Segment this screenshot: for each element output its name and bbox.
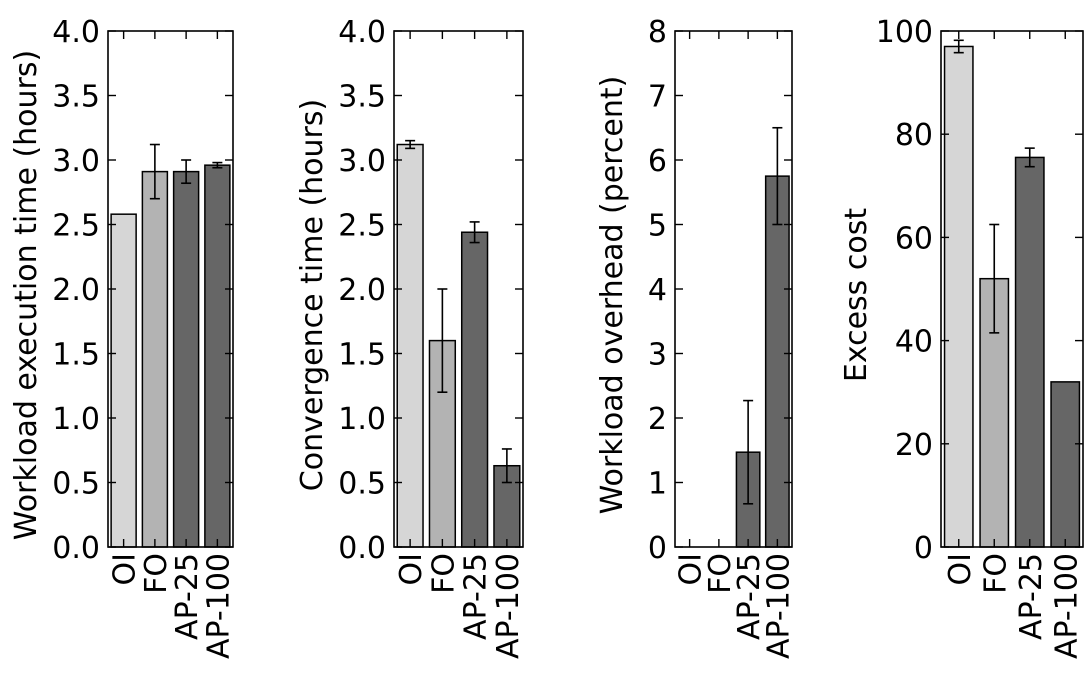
- x-tick-label-fo: FO: [139, 553, 174, 594]
- bar-ap-100: [204, 164, 231, 548]
- bar-fo: [141, 170, 169, 548]
- y-tick-label: 2: [648, 402, 667, 437]
- x-tick-label-oi: OI: [108, 553, 143, 585]
- bar-oi: [110, 213, 137, 548]
- x-tick-label-oi: OI: [674, 553, 709, 585]
- x-tick-label-ap-100: AP-100: [761, 553, 796, 659]
- y-tick-label: 7: [648, 80, 667, 115]
- y-tick-label: 8: [648, 15, 667, 50]
- x-tick-label-ap-25: AP-25: [170, 553, 205, 640]
- y-tick-label: 4: [648, 273, 667, 308]
- bar-ap-25: [1014, 156, 1045, 548]
- y-tick-label: 0: [914, 531, 933, 566]
- y-tick-label: 40: [895, 325, 933, 360]
- y-tick-label: 0.0: [52, 531, 100, 566]
- y-tick-label: 20: [895, 428, 933, 463]
- x-tick-label-oi: OI: [943, 553, 978, 585]
- y-tick-label: 1.0: [338, 402, 386, 437]
- y-tick-label: 60: [895, 221, 933, 256]
- y-tick-label: 5: [648, 209, 667, 244]
- x-tick-label-ap-100: AP-100: [491, 553, 526, 659]
- y-tick-label: 0.5: [338, 467, 386, 502]
- chart-panel-2: 0.0 0.5 1.0 1.5 2.0 2.5 3.0 3.5 4.0 OIFOAP-25AP-1…: [295, 15, 526, 659]
- chart-panel-1: 0.0 0.5 1.0 1.5 2.0 2.5 3.0 3.5 4.0 OIFOAP-25AP-1…: [9, 15, 236, 659]
- x-tick-label-ap-25: AP-25: [1014, 553, 1049, 640]
- y-axis-label: Workload execution time (hours): [9, 50, 44, 540]
- y-axis-label: Convergence time (hours): [295, 99, 330, 491]
- y-tick-label: 0: [648, 531, 667, 566]
- bar-oi: [943, 45, 974, 548]
- y-tick-label: 3.5: [338, 80, 386, 115]
- y-tick-label: 3: [648, 338, 667, 373]
- bar-ap-25: [172, 170, 200, 548]
- y-tick-label: 1.0: [52, 402, 100, 437]
- bar-ap-100: [1050, 381, 1081, 548]
- y-tick-label: 2.5: [52, 209, 100, 244]
- y-tick-label: 1.5: [52, 338, 100, 373]
- y-tick-label: 0.5: [52, 467, 100, 502]
- x-tick-label-ap-25: AP-25: [459, 553, 494, 640]
- y-axis-label: Workload overhead (percent): [595, 76, 630, 515]
- bar-ap-25: [460, 231, 489, 548]
- x-tick-label-fo: FO: [703, 553, 738, 594]
- y-tick-label: 2.0: [338, 273, 386, 308]
- y-tick-label: 0.0: [338, 531, 386, 566]
- x-tick-label-oi: OI: [394, 553, 429, 585]
- y-tick-label: 3.5: [52, 80, 100, 115]
- y-tick-label: 4.0: [338, 15, 386, 50]
- x-tick-label-fo: FO: [978, 553, 1013, 594]
- y-tick-label: 1.5: [338, 338, 386, 373]
- y-tick-label: 3.0: [338, 144, 386, 179]
- bar-ap-100: [764, 175, 790, 548]
- bar-oi: [396, 143, 424, 548]
- plot-frame: [940, 30, 1084, 548]
- y-tick-label: 4.0: [52, 15, 100, 50]
- y-tick-label: 100: [876, 15, 933, 50]
- y-tick-label: 6: [648, 144, 667, 179]
- x-tick-label-ap-100: AP-100: [1049, 553, 1084, 659]
- y-tick-label: 1: [648, 467, 667, 502]
- y-tick-label: 2.0: [52, 273, 100, 308]
- y-axis-label: Excess cost: [839, 208, 874, 382]
- chart-panel-4: 0 20 40 60 80 100 OI FO AP-25 AP-100 Excess cost: [839, 15, 1084, 659]
- y-tick-label: 2.5: [338, 209, 386, 244]
- y-tick-label: 80: [895, 118, 933, 153]
- x-tick-label-ap-100: AP-100: [201, 553, 236, 659]
- x-tick-label-fo: FO: [426, 553, 461, 594]
- x-tick-label-ap-25: AP-25: [732, 553, 767, 640]
- y-tick-label: 3.0: [52, 144, 100, 179]
